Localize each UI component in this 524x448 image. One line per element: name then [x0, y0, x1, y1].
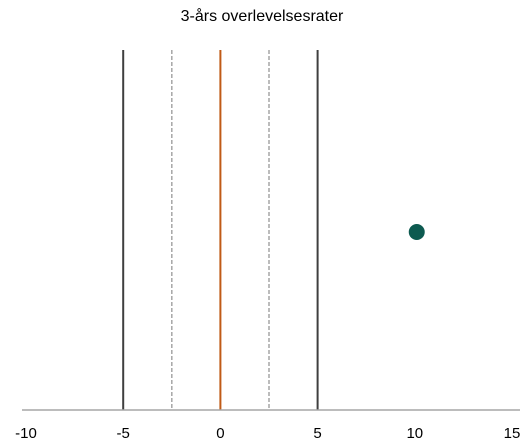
- x-axis: -10 -5 0 5 10 15: [15, 409, 521, 442]
- data-point: [408, 224, 425, 240]
- x-tick-label: -5: [117, 425, 130, 442]
- x-tick-label: -10: [15, 425, 37, 442]
- chart-title: 3-års overlevelsesrater: [180, 8, 344, 25]
- x-tick-label: 15: [504, 425, 521, 442]
- data-points: [408, 224, 425, 240]
- x-tick-label: 10: [406, 425, 423, 442]
- x-tick-label: 5: [313, 425, 321, 442]
- reference-lines: [122, 50, 319, 410]
- x-tick-label: 0: [216, 425, 224, 442]
